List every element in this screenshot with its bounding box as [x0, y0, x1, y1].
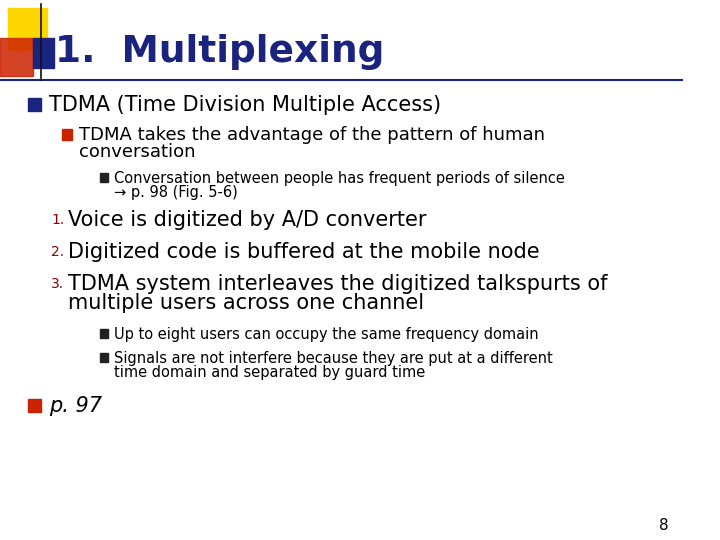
Text: time domain and separated by guard time: time domain and separated by guard time — [114, 364, 425, 380]
Text: 2.: 2. — [51, 245, 65, 259]
Text: Up to eight users can occupy the same frequency domain: Up to eight users can occupy the same fr… — [114, 327, 539, 341]
Text: Voice is digitized by A/D converter: Voice is digitized by A/D converter — [68, 210, 427, 230]
Text: multiple users across one channel: multiple users across one channel — [68, 293, 424, 313]
Text: 1.  Multiplexing: 1. Multiplexing — [55, 34, 384, 70]
Bar — [29, 98, 41, 111]
Bar — [62, 129, 72, 140]
Text: 8: 8 — [659, 518, 668, 534]
Text: → p. 98 (Fig. 5-6): → p. 98 (Fig. 5-6) — [114, 185, 238, 199]
Text: Signals are not interfere because they are put at a different: Signals are not interfere because they a… — [114, 350, 552, 366]
Text: TDMA system interleaves the digitized talkspurts of: TDMA system interleaves the digitized ta… — [68, 274, 608, 294]
Bar — [99, 353, 108, 362]
Text: conversation: conversation — [78, 143, 195, 161]
Text: 3.: 3. — [51, 277, 65, 291]
Bar — [0, 38, 33, 76]
Bar — [99, 173, 108, 182]
Bar — [99, 329, 108, 338]
Text: Digitized code is buffered at the mobile node: Digitized code is buffered at the mobile… — [68, 242, 540, 262]
Text: 1.: 1. — [51, 213, 65, 227]
Text: TDMA takes the advantage of the pattern of human: TDMA takes the advantage of the pattern … — [78, 126, 545, 144]
Text: TDMA (Time Division Multiple Access): TDMA (Time Division Multiple Access) — [49, 95, 441, 115]
Text: Conversation between people has frequent periods of silence: Conversation between people has frequent… — [114, 171, 564, 186]
Bar — [29, 399, 41, 412]
Bar — [33, 38, 54, 68]
Text: p. 97: p. 97 — [49, 396, 102, 416]
Bar — [8, 8, 48, 50]
